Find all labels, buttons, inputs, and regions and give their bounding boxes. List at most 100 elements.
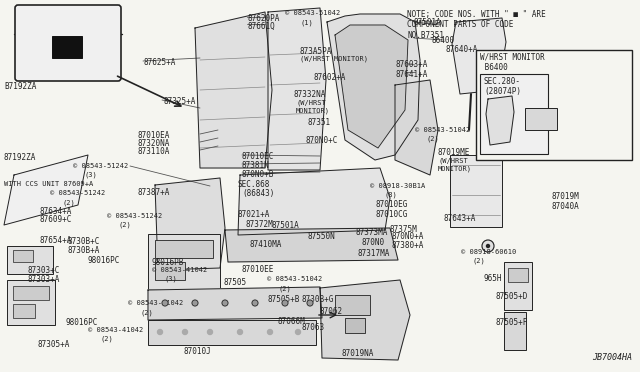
- Text: SEC.868: SEC.868: [238, 180, 270, 189]
- Polygon shape: [327, 14, 420, 160]
- Text: 87505+F: 87505+F: [495, 318, 527, 327]
- Text: 98016PB: 98016PB: [152, 258, 184, 267]
- Bar: [13, 250, 33, 262]
- Text: 870N0+B: 870N0+B: [242, 170, 275, 179]
- Text: © 08918-30B1A: © 08918-30B1A: [370, 183, 425, 189]
- Text: 965H: 965H: [483, 274, 502, 283]
- Text: © 08543-51042: © 08543-51042: [285, 10, 340, 16]
- Text: (3): (3): [84, 172, 97, 179]
- Text: 87010EE: 87010EE: [241, 265, 273, 274]
- Polygon shape: [486, 96, 514, 145]
- Circle shape: [192, 300, 198, 306]
- Text: B7192ZA: B7192ZA: [4, 82, 36, 91]
- Text: 87634+A: 87634+A: [40, 207, 72, 216]
- Text: 87021+A: 87021+A: [238, 210, 270, 219]
- Polygon shape: [4, 155, 88, 225]
- Text: (2): (2): [100, 336, 113, 343]
- Text: © 08543-41042: © 08543-41042: [128, 300, 183, 306]
- Circle shape: [307, 300, 313, 306]
- Bar: [476, 50, 632, 160]
- Text: 87609+C: 87609+C: [40, 215, 72, 224]
- Text: © 08543-51042: © 08543-51042: [415, 127, 470, 133]
- Bar: [148, 234, 220, 289]
- Polygon shape: [335, 25, 408, 148]
- Text: © 08543-51242: © 08543-51242: [107, 213, 163, 219]
- Text: (W/HRST MONITOR): (W/HRST MONITOR): [300, 56, 368, 62]
- Text: 87303+A: 87303+A: [27, 275, 60, 284]
- Bar: [345, 318, 365, 333]
- Text: 8730B+G: 8730B+G: [301, 295, 333, 304]
- Text: 87375M: 87375M: [389, 225, 417, 234]
- Text: 87019ME: 87019ME: [438, 148, 470, 157]
- Text: 87063: 87063: [301, 323, 324, 332]
- Text: 86400: 86400: [432, 36, 455, 45]
- Text: 87505+D: 87505+D: [496, 292, 529, 301]
- Circle shape: [162, 300, 168, 306]
- Text: 87387+A: 87387+A: [138, 188, 170, 197]
- Circle shape: [222, 300, 228, 306]
- Text: (2): (2): [118, 222, 131, 228]
- Polygon shape: [320, 280, 410, 360]
- Circle shape: [237, 330, 243, 334]
- Text: 87010EC: 87010EC: [242, 152, 275, 161]
- Text: WITH CCS UNIT 87609+A: WITH CCS UNIT 87609+A: [4, 181, 93, 187]
- Text: MONITOR): MONITOR): [438, 166, 472, 173]
- Text: 87603+A: 87603+A: [396, 60, 428, 69]
- Text: 87654+A: 87654+A: [40, 236, 72, 245]
- Text: © 08543-51242: © 08543-51242: [50, 190, 105, 196]
- Polygon shape: [452, 18, 506, 94]
- Text: (1): (1): [300, 19, 313, 26]
- Text: 87320NA: 87320NA: [138, 139, 170, 148]
- Text: © 08918-60610: © 08918-60610: [461, 249, 516, 255]
- Bar: [450, 155, 502, 227]
- Text: 873A5PA: 873A5PA: [300, 47, 332, 56]
- Text: 8730B+A: 8730B+A: [67, 246, 99, 255]
- Text: © 08543-41042: © 08543-41042: [88, 327, 143, 333]
- Text: 87550N: 87550N: [307, 232, 335, 241]
- Circle shape: [282, 300, 288, 306]
- Bar: [52, 36, 82, 58]
- Text: (8): (8): [384, 192, 397, 199]
- Text: 873110A: 873110A: [138, 147, 170, 156]
- Text: 87381N: 87381N: [242, 161, 269, 170]
- Circle shape: [157, 330, 163, 334]
- Text: 87019M: 87019M: [551, 192, 579, 201]
- Text: 87010EA: 87010EA: [138, 131, 170, 140]
- Text: (86843): (86843): [242, 189, 275, 198]
- Text: 87066M: 87066M: [278, 317, 306, 326]
- Text: 87380+A: 87380+A: [392, 241, 424, 250]
- Bar: [7, 280, 55, 325]
- Bar: [155, 240, 213, 258]
- Text: (2): (2): [62, 199, 75, 205]
- Text: 870N0+C: 870N0+C: [305, 136, 337, 145]
- Bar: [155, 262, 185, 280]
- Text: (2): (2): [140, 309, 153, 315]
- Text: (3): (3): [164, 276, 177, 282]
- Circle shape: [252, 300, 258, 306]
- Bar: [7, 246, 53, 274]
- Text: © 08543-41042: © 08543-41042: [152, 267, 207, 273]
- Text: (W/HRST: (W/HRST: [296, 99, 326, 106]
- Text: 870N0: 870N0: [362, 238, 385, 247]
- Polygon shape: [268, 8, 326, 170]
- Text: NOTE; CODE NOS. WITH " ■ " ARE
COMPONENT PARTS OF CODE
NO.B7351: NOTE; CODE NOS. WITH " ■ " ARE COMPONENT…: [407, 10, 546, 40]
- Text: 87372M: 87372M: [246, 220, 274, 229]
- Text: 87010J: 87010J: [183, 347, 211, 356]
- Circle shape: [482, 240, 494, 252]
- Text: 87505+B: 87505+B: [268, 295, 300, 304]
- Text: 87332NA: 87332NA: [293, 90, 325, 99]
- Text: 87505: 87505: [224, 278, 247, 287]
- Text: 87640+A: 87640+A: [446, 45, 478, 54]
- Text: 87501A: 87501A: [414, 18, 442, 27]
- Polygon shape: [238, 168, 390, 235]
- Circle shape: [268, 330, 273, 334]
- Polygon shape: [195, 12, 272, 168]
- Circle shape: [182, 330, 188, 334]
- Text: 87010EG: 87010EG: [376, 200, 408, 209]
- Text: 87373MA: 87373MA: [355, 228, 387, 237]
- Text: 87317MA: 87317MA: [358, 249, 390, 258]
- Bar: [335, 295, 370, 315]
- Bar: [525, 108, 557, 130]
- Polygon shape: [148, 287, 322, 320]
- Text: SEC.280-
(28074P): SEC.280- (28074P): [484, 77, 521, 96]
